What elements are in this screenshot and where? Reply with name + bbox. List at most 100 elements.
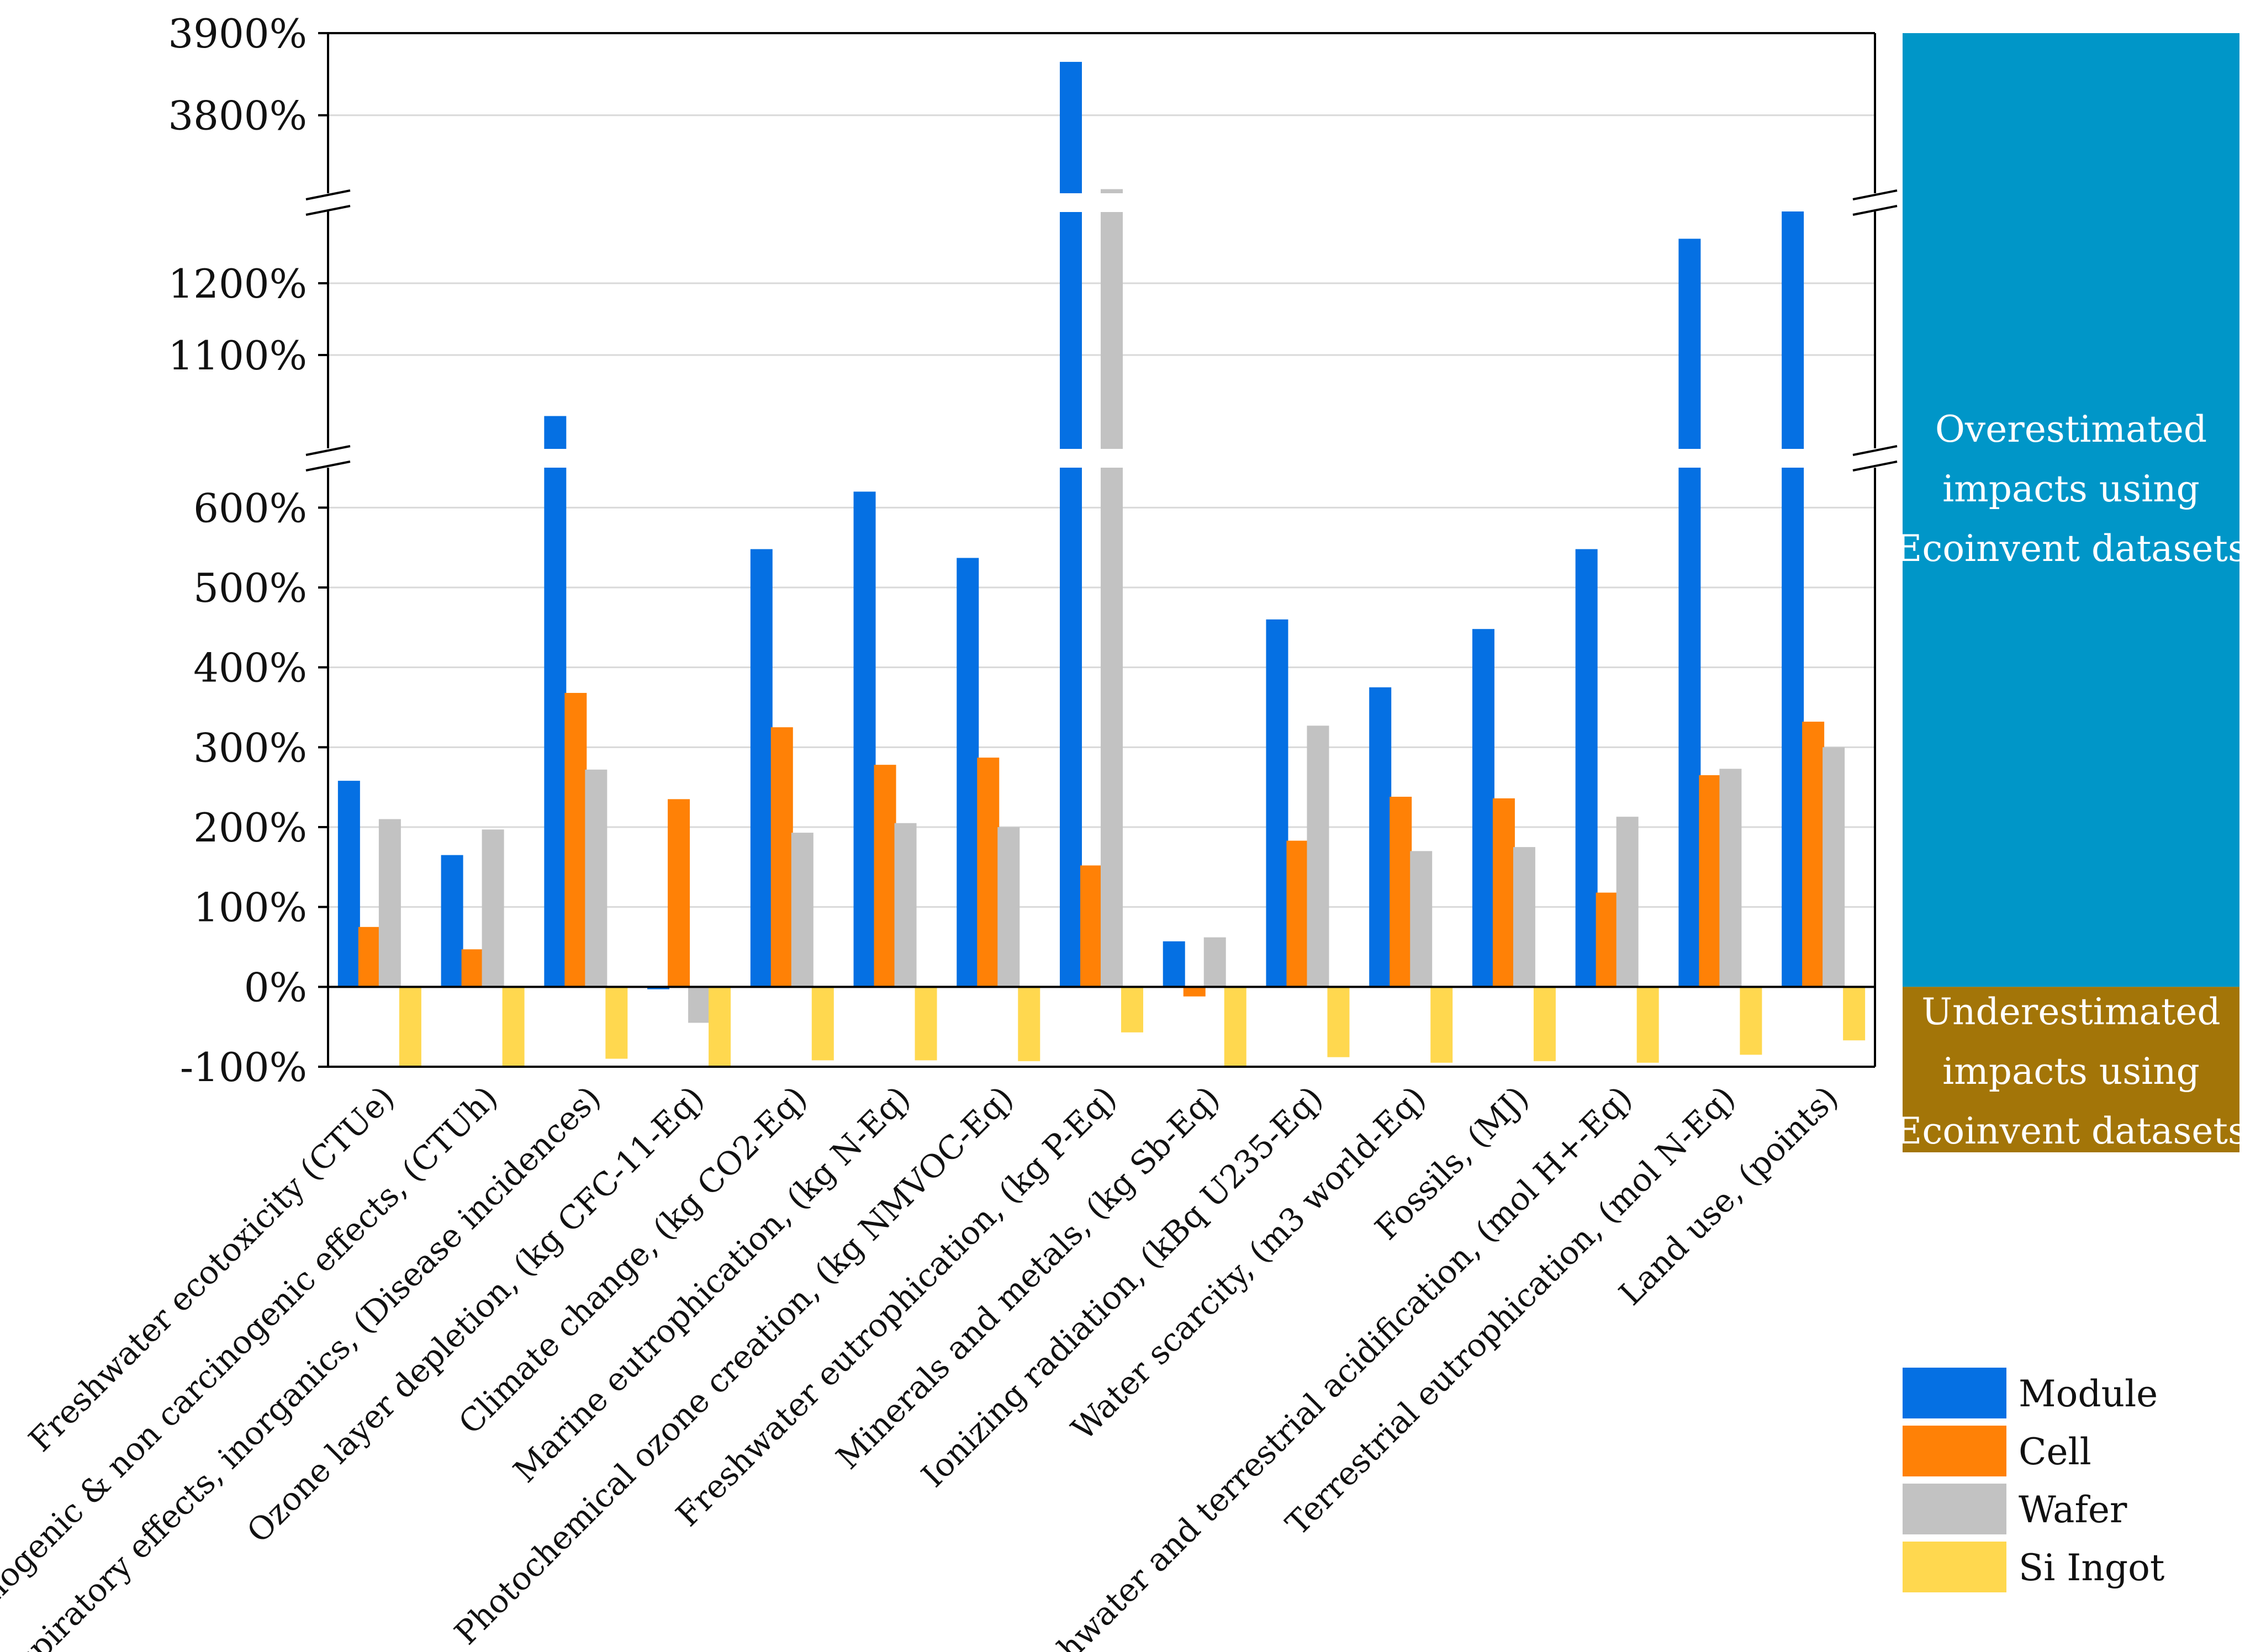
band-label-line: impacts using <box>1942 468 2200 510</box>
bar-cell-7 <box>977 758 1000 987</box>
bar-module-8 <box>1060 62 1082 987</box>
bar-si-ingot-4 <box>709 987 731 1067</box>
bar-si-ingot-15 <box>1843 987 1866 1041</box>
bar-break-gap <box>1099 449 1124 468</box>
bars <box>337 62 1866 1067</box>
bar-break-gap <box>542 449 568 468</box>
bar-si-ingot-11 <box>1430 987 1453 1063</box>
bar-wafer-8 <box>1101 189 1123 987</box>
y-tick-label: 1100% <box>168 332 307 379</box>
overestimated-band <box>1903 33 2239 987</box>
bar-si-ingot-8 <box>1121 987 1143 1032</box>
bar-wafer-4 <box>688 987 711 1023</box>
bar-si-ingot-1 <box>399 987 421 1067</box>
bar-module-3 <box>544 416 567 987</box>
bar-si-ingot-6 <box>915 987 937 1061</box>
y-tick-label: 500% <box>193 565 307 611</box>
x-axis-labels: Freshwater ecotoxicity (CTUe)Carcinogeni… <box>0 1079 1846 1652</box>
bar-si-ingot-7 <box>1018 987 1040 1061</box>
bar-si-ingot-10 <box>1327 987 1350 1057</box>
bar-cell-15 <box>1802 722 1825 987</box>
y-axis-ticks: 3900% 3800% 1200% 1100% 600% 500% 400% 300% 200%… <box>168 10 307 1090</box>
band-label-line: Ecoinvent datasets <box>1895 527 2245 570</box>
bar-wafer-7 <box>997 827 1020 987</box>
bar-cell-14 <box>1699 775 1721 987</box>
bar-module-4 <box>647 987 670 989</box>
y-tick-label: 3900% <box>168 10 307 57</box>
bar-module-6 <box>853 491 876 987</box>
bar-cell-5 <box>770 727 793 987</box>
y-tick-label: 3800% <box>168 93 307 139</box>
bar-cell-11 <box>1390 797 1412 987</box>
plot-frame <box>305 32 1898 1068</box>
axis-break-mark <box>305 460 351 472</box>
x-category-label: Freshwater and terrestrial acidification… <box>999 1079 1639 1652</box>
bar-si-ingot-13 <box>1636 987 1659 1063</box>
axis-break-mark <box>305 205 351 216</box>
bar-wafer-10 <box>1307 726 1329 987</box>
bar-si-ingot-2 <box>502 987 525 1067</box>
bar-si-ingot-14 <box>1740 987 1762 1055</box>
y-tick-label: 300% <box>193 724 307 771</box>
y-tick-label: 400% <box>193 645 307 691</box>
band-label-line: Ecoinvent datasets <box>1895 1110 2245 1152</box>
bar-module-7 <box>957 558 979 987</box>
bar-module-12 <box>1472 629 1494 987</box>
bar-module-9 <box>1163 941 1185 987</box>
bar-si-ingot-3 <box>605 987 628 1059</box>
bar-break-gap <box>1099 193 1124 212</box>
bar-cell-10 <box>1286 840 1309 987</box>
bar-wafer-2 <box>482 829 504 987</box>
bar-wafer-3 <box>585 769 608 987</box>
bar-wafer-11 <box>1410 851 1433 987</box>
bar-cell-2 <box>461 949 484 987</box>
bar-break-gap <box>1058 193 1084 212</box>
legend-label-wafer: Wafer <box>2019 1489 2127 1531</box>
bar-wafer-9 <box>1203 937 1226 987</box>
underestimated-band <box>1903 987 2239 1152</box>
bar-wafer-6 <box>894 823 917 987</box>
estimate-bands: Overestimated impacts using Ecoinvent data… <box>1895 33 2245 1152</box>
bar-cell-13 <box>1596 892 1618 987</box>
bar-cell-8 <box>1080 865 1102 987</box>
bar-module-10 <box>1266 619 1288 987</box>
bar-module-15 <box>1782 211 1804 987</box>
axis-break-mark <box>305 445 351 456</box>
legend-swatch-module <box>1903 1368 2006 1418</box>
bar-cell-12 <box>1492 798 1515 987</box>
y-tick-label: -100% <box>180 1044 307 1090</box>
legend-label-module: Module <box>2019 1373 2158 1415</box>
bar-module-11 <box>1369 687 1392 987</box>
bar-module-1 <box>337 781 360 987</box>
bar-module-14 <box>1678 239 1701 987</box>
bar-si-ingot-9 <box>1224 987 1246 1067</box>
y-tick-label: 1200% <box>168 261 307 307</box>
bar-wafer-5 <box>791 833 814 987</box>
bar-break-gap <box>1058 449 1084 468</box>
bar-module-2 <box>441 855 463 987</box>
bar-wafer-1 <box>378 819 401 987</box>
axis-break-mark <box>1852 189 1898 200</box>
y-tick-label: 200% <box>193 804 307 851</box>
legend-swatch-cell <box>1903 1426 2006 1476</box>
legend-swatch-wafer <box>1903 1484 2006 1534</box>
bar-break-gap <box>1677 449 1703 468</box>
band-label-line: Underestimated <box>1921 991 2220 1033</box>
bar-wafer-12 <box>1513 847 1535 987</box>
bar-si-ingot-12 <box>1533 987 1556 1061</box>
bar-cell-1 <box>358 926 381 987</box>
bar-cell-6 <box>874 765 896 987</box>
y-tick-label: 600% <box>193 485 307 531</box>
x-category-label: Freshwater ecotoxicity (CTUe) <box>22 1079 402 1459</box>
bar-cell-9 <box>1183 987 1206 997</box>
axis-break-mark <box>1852 205 1898 216</box>
axis-break-mark <box>1852 460 1898 472</box>
bar-wafer-15 <box>1823 747 1845 987</box>
bar-module-5 <box>750 549 773 987</box>
legend-label-cell: Cell <box>2019 1431 2091 1473</box>
axis-break-mark <box>1852 445 1898 456</box>
y-tick-label: 100% <box>193 885 307 931</box>
band-label-line: impacts using <box>1942 1050 2200 1093</box>
bar-wafer-14 <box>1719 769 1742 987</box>
